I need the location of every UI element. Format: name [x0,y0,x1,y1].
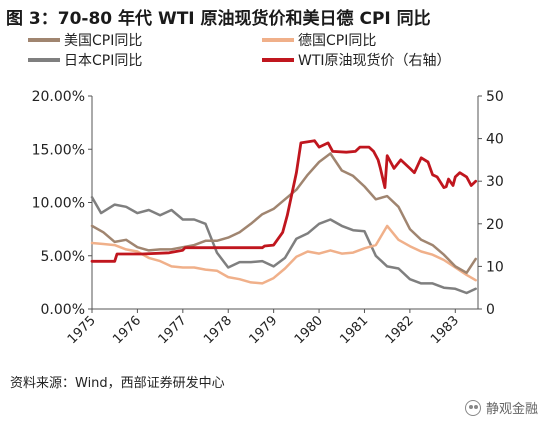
watermark: 静观金融 [464,398,538,417]
series-lines [90,139,478,295]
y-left-tick-label: 5.00% [41,249,85,265]
x-tick-label: 1979 [246,313,280,347]
x-tick-label: 1982 [383,313,417,347]
x-tick-label: 1976 [110,313,144,347]
wechat-icon [464,399,481,416]
x-tick-label: 1980 [292,313,326,347]
x-tick-label: 1977 [156,313,190,347]
series-line-3 [90,139,478,263]
y-left-tick-label: 20.00% [32,89,85,105]
legend-label-1: 德国CPI同比 [298,33,376,49]
y-right-tick-label: 40 [486,132,504,148]
x-tick-label: 1983 [428,313,462,347]
y-left-tick-label: 0.00% [41,302,85,318]
y-right-tick-label: 10 [486,259,504,275]
source-note: 资料来源：Wind，西部证券研发中心 [10,376,225,391]
y-right-tick-label: 30 [486,174,504,190]
series-line-2 [90,195,477,295]
y-left-tick-label: 10.00% [32,196,85,212]
x-tick-label: 1978 [201,313,235,347]
series-line-0 [90,152,477,275]
y-right-tick-label: 0 [486,302,495,318]
y-right-tick-label: 50 [486,89,504,105]
series-line-1 [90,224,477,285]
chart-title: 图 3：70-80 年代 WTI 原油现货价和美日德 CPI 同比 [6,9,431,29]
x-tick-label: 1975 [65,313,99,347]
watermark-label: 静观金融 [485,402,538,417]
legend-label-3: WTI原油现货价（右轴） [298,52,451,69]
y-right-tick-label: 20 [486,217,504,233]
axes: 0.00% 5.00% 10.00% 15.00% 20.00% 0 10 20 30 40 50 1… [32,89,504,347]
legend-label-0: 美国CPI同比 [64,33,142,49]
x-tick-label: 1981 [337,313,371,347]
y-left-tick-label: 15.00% [32,142,85,158]
legend-label-2: 日本CPI同比 [64,53,142,69]
